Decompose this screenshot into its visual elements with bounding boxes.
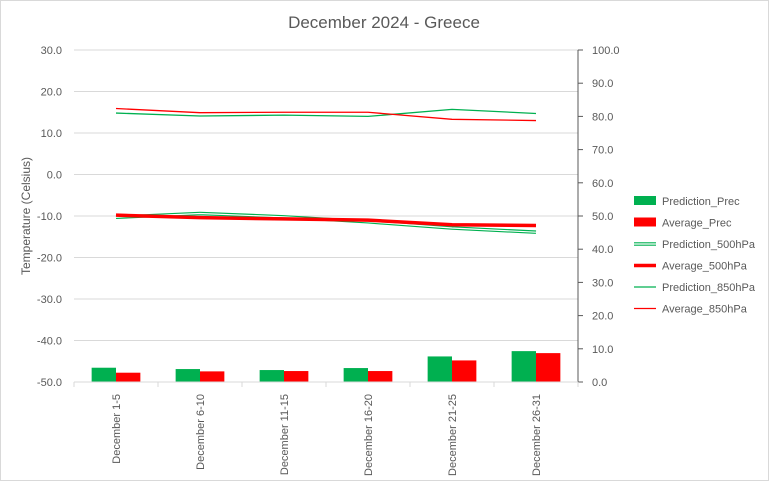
y-left-tick-label: -30.0 <box>37 294 62 306</box>
line-series <box>115 107 537 234</box>
y-right-tick-label: 10.0 <box>592 344 613 356</box>
bar <box>259 370 284 382</box>
legend-label: Prediction_Prec <box>662 196 740 208</box>
bar <box>116 372 141 382</box>
legend-swatch <box>634 217 656 227</box>
bar <box>452 360 477 382</box>
y-left-tick-label: 30.0 <box>41 45 62 57</box>
bar-series <box>91 351 561 382</box>
bar <box>343 368 368 382</box>
y-right-tick-label: 50.0 <box>592 211 613 223</box>
legend-label: Prediction_500hPa <box>662 239 756 251</box>
series-line <box>115 107 537 122</box>
bar <box>427 356 452 382</box>
y-left-tick-label: 20.0 <box>41 87 62 99</box>
legend-label: Average_500hPa <box>662 261 748 273</box>
chart-title: December 2024 - Greece <box>288 13 480 32</box>
axes: 30.0 20.0 10.0 0.0 -10.0 -20.0 -30.0 -40.0 -50.0… <box>37 45 620 476</box>
y-left-tick-label: 0.0 <box>47 170 62 182</box>
x-tick-label: December 16-20 <box>363 394 375 476</box>
bar <box>284 371 309 382</box>
y-right-tick-label: 70.0 <box>592 145 613 157</box>
legend-label: Average_850hPa <box>662 304 748 316</box>
bar <box>511 351 536 382</box>
y-left-tick-label: 10.0 <box>41 128 62 140</box>
y-left-tick-label: -20.0 <box>37 253 62 265</box>
bar <box>200 371 225 382</box>
y-left-tick-label: -10.0 <box>37 211 62 223</box>
y-left-tick-label: -50.0 <box>37 377 62 389</box>
y-right-tick-label: 60.0 <box>592 178 613 190</box>
y-right-tick-label: 0.0 <box>592 377 607 389</box>
y-right-tick-label: 20.0 <box>592 311 613 323</box>
bar <box>536 353 561 382</box>
legend: Prediction_Prec Average_Prec Prediction_50… <box>634 196 756 316</box>
bar <box>91 367 116 382</box>
y-right-tick-label: 30.0 <box>592 277 613 289</box>
series-line <box>115 213 537 228</box>
x-tick-label: December 11-15 <box>279 394 291 475</box>
y-right-tick-label: 100.0 <box>592 45 620 57</box>
legend-label: Prediction_850hPa <box>662 282 756 294</box>
legend-label: Average_Prec <box>662 218 732 230</box>
y-left-tick-label: -40.0 <box>37 336 62 348</box>
y-right-tick-label: 80.0 <box>592 111 613 123</box>
x-tick-label: December 6-10 <box>195 394 207 470</box>
y-axis-title: Temperature (Celsius) <box>19 157 33 275</box>
y-right-tick-label: 40.0 <box>592 244 613 256</box>
legend-swatch <box>634 196 656 205</box>
x-tick-label: December 1-5 <box>111 394 123 464</box>
bar <box>175 369 200 382</box>
y-right-tick-label: 90.0 <box>592 78 613 90</box>
bar <box>368 371 393 382</box>
series-line <box>115 108 537 118</box>
x-tick-label: December 26-31 <box>531 394 543 476</box>
x-tick-label: December 21-25 <box>447 394 459 476</box>
